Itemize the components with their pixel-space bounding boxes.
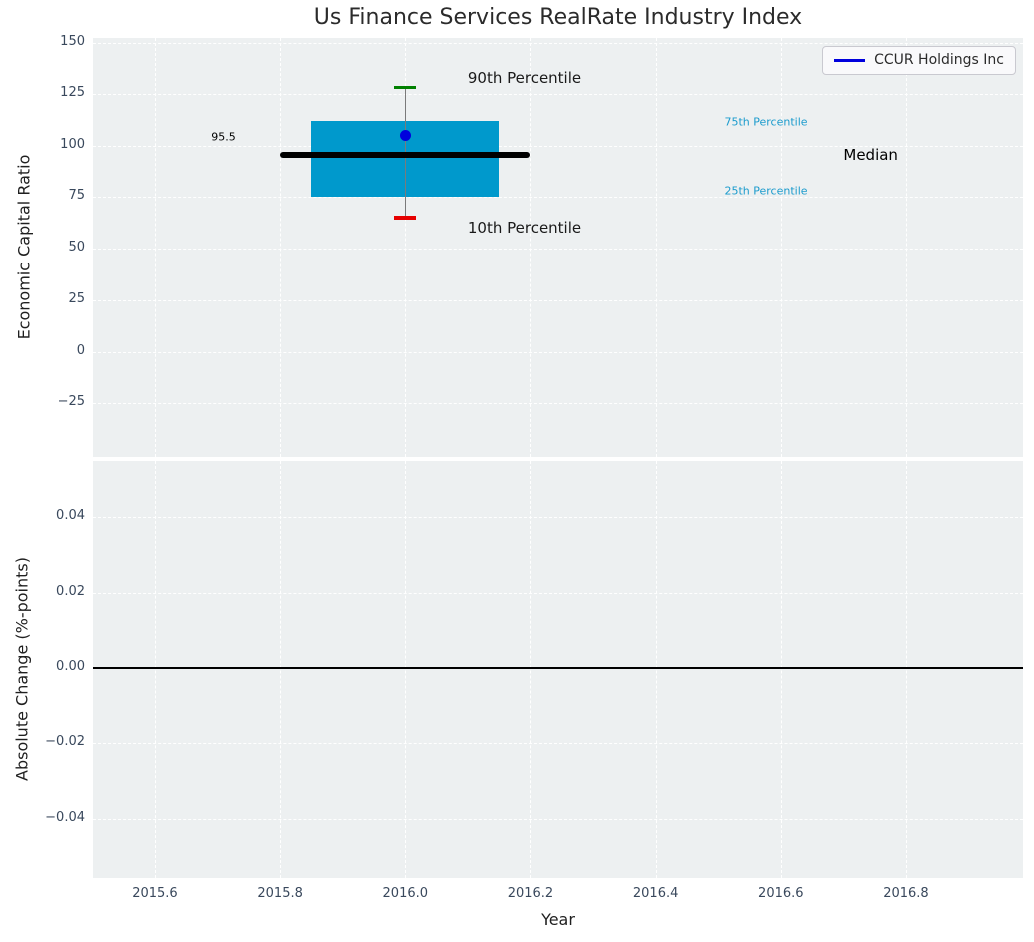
annotation-75th-percentile: 75th Percentile	[724, 115, 808, 129]
annotation-95.5: 95.5	[211, 130, 236, 143]
gridline-h-0.02	[93, 592, 1023, 594]
y-tick-125: 125	[60, 85, 85, 101]
x-tick-2015.6: 2015.6	[132, 886, 178, 901]
y-tick-0.02: 0.02	[56, 583, 85, 599]
gridline-v-2015.6	[154, 38, 156, 457]
y-tick-0.04: −0.04	[45, 809, 85, 825]
x-axis-label: Year	[541, 910, 575, 929]
annotation-median: Median	[843, 146, 898, 165]
annotation-10th-percentile: 10th Percentile	[467, 219, 582, 238]
gridline-h-0.02	[93, 743, 1023, 745]
y-tick-25: 25	[68, 291, 85, 307]
gridline-h-125	[93, 94, 1023, 96]
company-point	[399, 129, 411, 141]
y-tick-0.02: −0.02	[45, 734, 85, 750]
annotation-25th-percentile: 25th Percentile	[724, 184, 808, 198]
gridline-v-2016	[405, 38, 407, 457]
x-tick-2015.8: 2015.8	[257, 886, 303, 901]
x-tick-2016.2: 2016.2	[507, 886, 554, 901]
y-axis-label-bottom: Absolute Change (%-points)	[12, 557, 32, 781]
y-tick-0.00: 0.00	[56, 658, 85, 674]
annotation-90th-percentile: 90th Percentile	[467, 68, 582, 87]
x-tick-2016.6: 2016.6	[758, 886, 804, 901]
bottom-axes	[93, 461, 1023, 878]
x-tick-2016.0: 2016.0	[382, 886, 429, 901]
p90-cap	[394, 85, 417, 89]
gridline-v-2016.2	[530, 461, 532, 878]
gridline-h-0.04	[93, 818, 1023, 820]
gridline-v-2015.6	[154, 461, 156, 878]
gridline-h-25	[93, 403, 1023, 405]
gridline-v-2016.4	[655, 38, 657, 457]
gridline-h-25	[93, 300, 1023, 302]
y-tick-100: 100	[60, 136, 85, 152]
x-tick-2016.4: 2016.4	[632, 886, 679, 901]
y-tick-50: 50	[68, 239, 85, 255]
median-line	[280, 152, 531, 159]
y-tick-0.04: 0.04	[56, 508, 85, 524]
y-tick-150: 150	[60, 33, 85, 49]
gridline-v-2015.8	[280, 38, 282, 457]
legend: CCUR Holdings Inc	[822, 46, 1016, 75]
gridline-h-100	[93, 145, 1023, 147]
y-tick-75: 75	[68, 188, 85, 204]
gridline-v-2016.2	[530, 38, 532, 457]
gridline-h-50	[93, 248, 1023, 250]
y-tick-25: −25	[57, 394, 85, 410]
legend-label: CCUR Holdings Inc	[874, 52, 1004, 68]
legend-line-swatch	[834, 58, 866, 62]
x-tick-2016.8: 2016.8	[883, 886, 929, 901]
y-tick-0: 0	[76, 342, 85, 358]
gridline-v-2016	[405, 461, 407, 878]
gridline-h-75	[93, 197, 1023, 199]
gridline-v-2016.4	[655, 461, 657, 878]
p10-cap	[394, 216, 417, 221]
gridline-v-2016.8	[905, 38, 907, 457]
gridline-v-2016.8	[905, 461, 907, 878]
gridline-v-2015.8	[280, 461, 282, 878]
chart-title: Us Finance Services RealRate Industry In…	[313, 5, 803, 30]
gridline-v-2016.6	[780, 461, 782, 878]
gridline-h-150	[93, 42, 1023, 44]
gridline-h-0	[93, 351, 1023, 353]
gridline-v-2016.6	[780, 38, 782, 457]
zero-line	[93, 666, 1023, 669]
gridline-h-0.04	[93, 517, 1023, 519]
top-axes: CCUR Holdings Inc 90th Percentile 10th Pe…	[93, 38, 1023, 457]
